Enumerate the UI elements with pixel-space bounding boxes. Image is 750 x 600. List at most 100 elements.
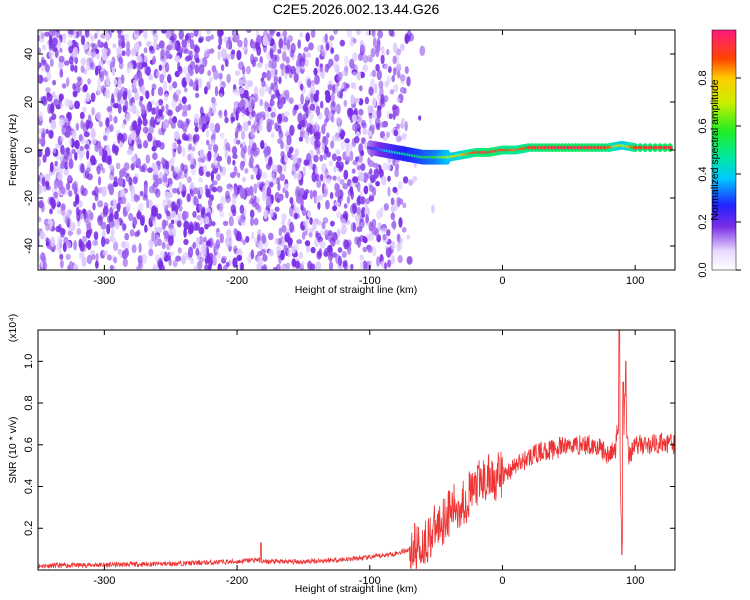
noise-cell (250, 174, 254, 180)
noise-cell (299, 187, 305, 196)
noise-cell (232, 208, 237, 217)
noise-cell (125, 173, 131, 183)
noise-cell (293, 104, 299, 111)
noise-cell (65, 214, 71, 226)
noise-cell (365, 198, 371, 205)
noise-cell (143, 47, 148, 54)
noise-cell (198, 177, 204, 183)
noise-cell (140, 104, 146, 115)
noise-cell (126, 149, 133, 155)
noise-cell (394, 203, 398, 212)
noise-cell (274, 122, 279, 131)
noise-cell (149, 199, 153, 210)
noise-cell (413, 176, 418, 182)
noise-cell (132, 176, 138, 185)
noise-cell (165, 104, 169, 110)
noise-cell (66, 77, 70, 87)
noise-cell (277, 102, 284, 109)
ridge-cell (642, 145, 648, 150)
noise-cell (162, 173, 168, 183)
noise-cell (327, 84, 333, 91)
noise-cell (323, 184, 329, 195)
noise-cell (360, 149, 364, 157)
noise-cell (169, 183, 173, 191)
noise-cell (354, 136, 360, 144)
noise-cell (225, 194, 231, 204)
noise-cell (292, 153, 298, 164)
noise-cell (209, 48, 215, 54)
noise-cell (50, 119, 57, 130)
noise-cell (251, 59, 256, 68)
noise-cell (349, 150, 354, 162)
noise-cell (315, 173, 320, 182)
noise-cell (217, 44, 222, 50)
noise-cell (46, 71, 52, 82)
noise-cell (357, 165, 361, 171)
noise-cell (149, 125, 154, 134)
noise-cell (72, 129, 77, 141)
noise-cell (347, 143, 354, 151)
noise-cell (172, 116, 178, 124)
noise-cell (245, 235, 250, 243)
x-tick-label: 0 (499, 575, 505, 587)
noise-cell (355, 123, 360, 129)
noise-cell (67, 174, 72, 182)
noise-cell (202, 244, 207, 255)
noise-cell (58, 55, 65, 63)
noise-cell (119, 142, 124, 148)
noise-cell (108, 164, 114, 170)
colorbar: 0.0 0.2 0.4 0.6 0.8 Normalized spectral ampl… (697, 29, 741, 278)
noise-cell (142, 126, 149, 134)
snr-plot-area (38, 330, 675, 570)
noise-cell (49, 58, 54, 67)
noise-cell (128, 62, 134, 71)
noise-cell (249, 198, 255, 205)
colorbar-tick-label: 0.0 (697, 262, 709, 277)
noise-cell (111, 227, 115, 238)
noise-cell (52, 91, 56, 98)
noise-cell (214, 86, 219, 97)
noise-cell (166, 210, 171, 217)
noise-cell (289, 124, 295, 136)
noise-cell (185, 72, 191, 84)
noise-cell (183, 220, 190, 231)
noise-cell (204, 223, 209, 230)
noise-cell (45, 180, 50, 188)
noise-cell (309, 217, 313, 225)
noise-cell (354, 214, 361, 222)
noise-cell (68, 137, 73, 147)
noise-cell (269, 208, 274, 218)
noise-cell (257, 257, 264, 267)
noise-cell (197, 157, 203, 163)
noise-cell (164, 219, 169, 227)
noise-cell (284, 89, 290, 100)
noise-cell (91, 254, 96, 261)
noise-cell (257, 229, 262, 236)
x-tick-label: -100 (359, 275, 381, 287)
noise-cell (198, 203, 203, 212)
noise-cell (224, 59, 229, 67)
noise-cell (136, 229, 141, 236)
noise-cell (291, 245, 296, 254)
snr-series-line (38, 330, 675, 570)
noise-cell (247, 120, 252, 126)
noise-cell (163, 230, 169, 237)
noise-cell (45, 241, 50, 247)
noise-cell (199, 217, 203, 226)
noise-cell (233, 228, 238, 236)
noise-cell (226, 73, 231, 84)
noise-cell (274, 206, 280, 212)
noise-cell (217, 50, 221, 61)
noise-cell (95, 65, 102, 71)
noise-cell (376, 69, 382, 81)
noise-cell (278, 193, 284, 201)
noise-cell (200, 186, 204, 196)
noise-cell (277, 113, 283, 125)
noise-cell (156, 70, 161, 78)
colorbar-tick-label: 0.4 (697, 166, 709, 181)
noise-cell (129, 98, 133, 107)
noise-cell (111, 66, 116, 77)
noise-cell (384, 262, 388, 270)
noise-cell (278, 76, 282, 84)
noise-cell (359, 190, 363, 198)
